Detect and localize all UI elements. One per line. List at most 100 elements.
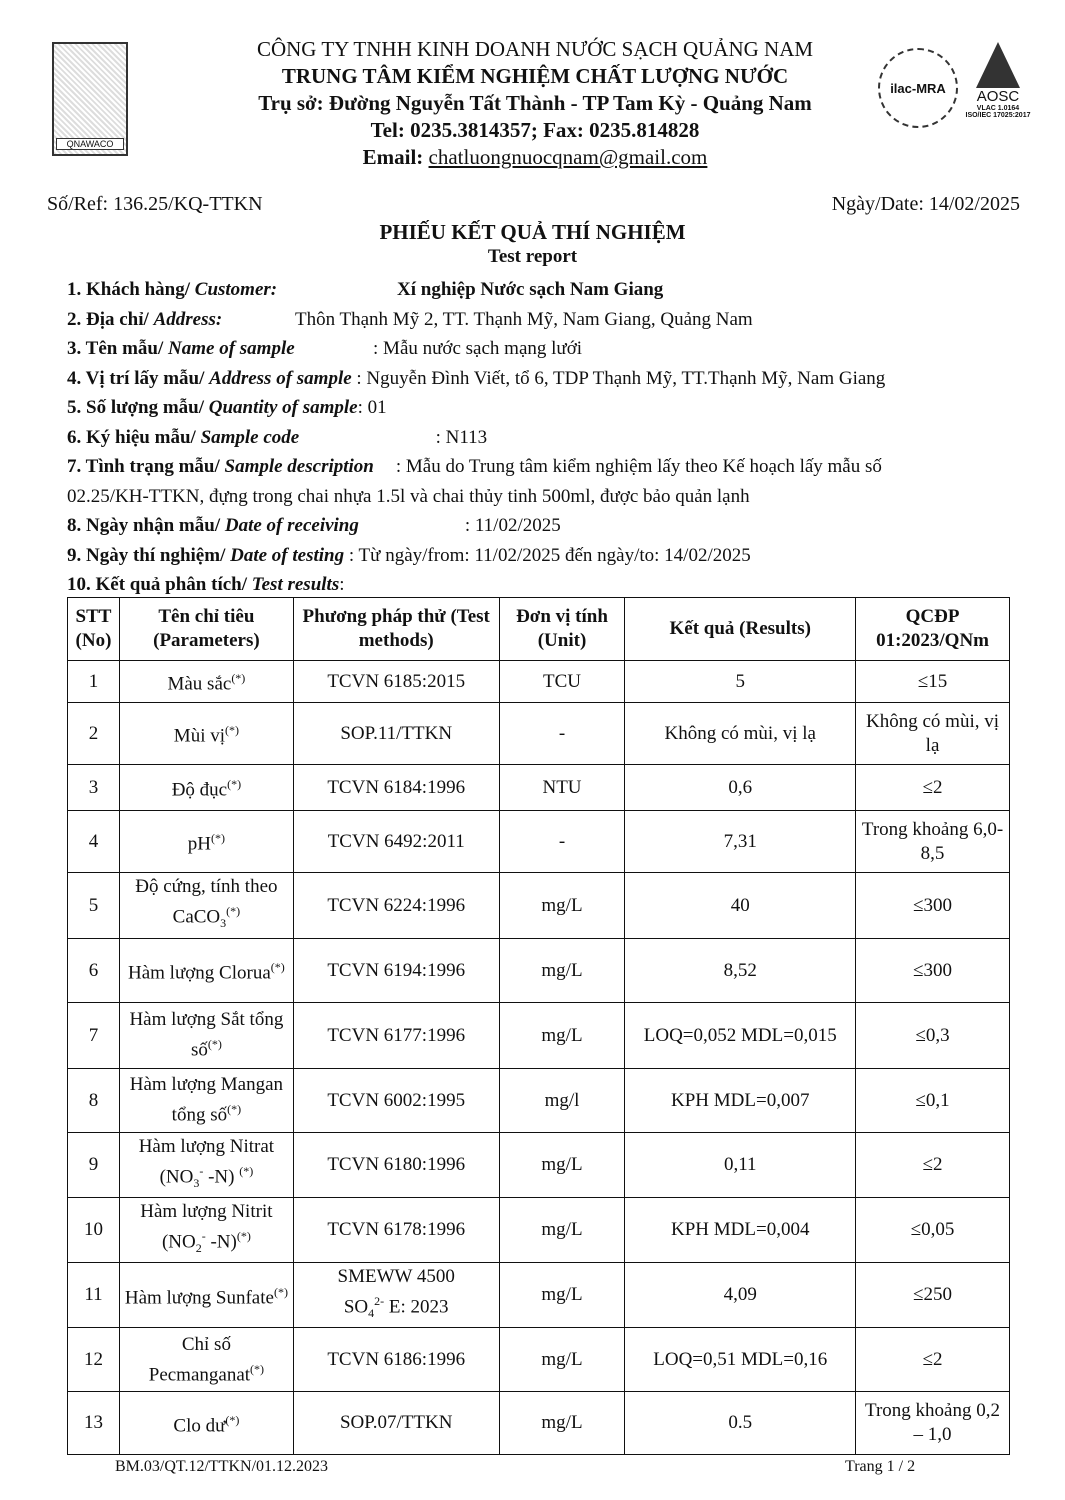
unit-cell: - [498, 702, 626, 765]
unit-cell: mg/L [498, 1131, 626, 1199]
parameter-cell: pH(*) [118, 810, 294, 873]
ref-number: Số/Ref: 136.25/KQ-TTKN [47, 193, 263, 215]
limit-cell: ≤2 [855, 1327, 1010, 1393]
parameter-cell: Chỉ số Pecmanganat(*) [118, 1327, 294, 1393]
field-line: 5. Số lượng mẫu/ Quantity of sample: 01 [67, 397, 387, 418]
field-line: 02.25/KH-TTKN, đựng trong chai nhựa 1.5l… [67, 485, 750, 507]
result-cell: 4,09 [624, 1262, 857, 1329]
parameter-cell: Clo dư(*) [118, 1391, 294, 1456]
column-header: Phương pháp thử (Test methods) [292, 597, 500, 661]
company-name: CÔNG TY TNHH KINH DOANH NƯỚC SẠCH QUẢNG … [256, 37, 814, 61]
method-cell: SMEWW 4500 SO42- E: 2023 [292, 1262, 500, 1329]
report-date: Ngày/Date: 14/02/2025 [831, 193, 1020, 215]
table-row: 2 Mùi vị(*) SOP.11/TTKN - Không có mùi, vị l… [67, 702, 1010, 765]
parameter-cell: Độ cứng, tính theo CaCO3(*) [118, 872, 294, 939]
table-row: 7 Hàm lượng Sắt tổng số(*) TCVN 6177:1996 m… [67, 1002, 1010, 1069]
unit-cell: mg/L [498, 872, 626, 939]
table-row: 6 Hàm lượng Clorua(*) TCVN 6194:1996 mg/L 8,… [67, 938, 1010, 1003]
report-subtitle: Test report [487, 246, 578, 267]
no-cell: 1 [67, 660, 120, 703]
parameter-cell: Độ đục(*) [118, 764, 294, 811]
limit-cell: ≤2 [855, 764, 1010, 811]
limit-cell: ≤300 [855, 938, 1010, 1003]
page-number: Trang 1 / 2 [845, 1458, 916, 1475]
table-row: 13 Clo dư(*) SOP.07/TTKN mg/L 0.5 Trong khoản… [67, 1391, 1010, 1456]
unit-cell: mg/L [498, 1002, 626, 1069]
aosc-logo: AOSC VLAC 1.0164 ISO/IEC 17025:2017 [958, 42, 1038, 132]
limit-cell: ≤2 [855, 1131, 1010, 1199]
parameter-cell: Hàm lượng Mangan tổng số(*) [118, 1068, 294, 1133]
table-row: 10 Hàm lượng Nitrit (NO2- -N)(*) TCVN 6178… [67, 1197, 1010, 1264]
email-line: Email: chatluongnuocqnam@gmail.com [362, 145, 708, 169]
method-cell: TCVN 6177:1996 [292, 1002, 500, 1069]
limit-cell: ≤250 [855, 1262, 1010, 1329]
table-row: 3 Độ đục(*) TCVN 6184:1996 NTU 0,6 ≤2 [67, 764, 1010, 811]
unit-cell: mg/L [498, 938, 626, 1003]
result-cell: 0,11 [624, 1131, 857, 1199]
field-line: 9. Ngày thí nghiệm/ Date of testing : Từ… [67, 544, 751, 566]
no-cell: 3 [67, 764, 120, 811]
no-cell: 10 [67, 1197, 120, 1264]
method-cell: TCVN 6002:1995 [292, 1068, 500, 1133]
result-cell: Không có mùi, vị lạ [624, 702, 857, 765]
method-cell: SOP.11/TTKN [292, 702, 500, 765]
method-cell: TCVN 6178:1996 [292, 1197, 500, 1264]
table-row: 12 Chỉ số Pecmanganat(*) TCVN 6186:1996 mg/… [67, 1327, 1010, 1393]
no-cell: 5 [67, 872, 120, 939]
results-table: STT (No) Tên chỉ tiêu (Parameters) Phương … [67, 597, 1010, 1456]
no-cell: 8 [67, 1068, 120, 1133]
parameter-cell: Hàm lượng Nitrit (NO2- -N)(*) [118, 1197, 294, 1264]
result-cell: 0,6 [624, 764, 857, 811]
limit-cell: Trong khoảng 6,0-8,5 [855, 810, 1010, 873]
report-title: PHIẾU KẾT QUẢ THÍ NGHIỆM [379, 220, 686, 244]
no-cell: 11 [67, 1262, 120, 1329]
parameter-cell: Hàm lượng Sunfate(*) [118, 1262, 294, 1329]
no-cell: 13 [67, 1391, 120, 1456]
field-line: 4. Vị trí lấy mẫu/ Address of sample : N… [67, 367, 886, 389]
result-cell: 7,31 [624, 810, 857, 873]
field-line: 3. Tên mẫu/ Name of sample: Mẫu nước sạc… [67, 338, 583, 359]
method-cell: TCVN 6180:1996 [292, 1131, 500, 1199]
parameter-cell: Hàm lượng Sắt tổng số(*) [118, 1002, 294, 1069]
ilac-mra-logo: ilac-MRA [878, 48, 958, 128]
field-line: 6. Ký hiệu mẫu/ Sample code: N113 [67, 426, 488, 448]
form-code: BM.03/QT.12/TTKN/01.12.2023 [115, 1458, 329, 1475]
center-name: TRUNG TÂM KIỂM NGHIỆM CHẤT LƯỢNG NƯỚC [281, 64, 789, 88]
unit-cell: mg/L [498, 1327, 626, 1393]
field-line: 1. Khách hàng/ Customer: Xí nghiệp Nước s… [67, 279, 664, 300]
field-line: 7. Tình trạng mẫu/ Sample description: M… [67, 456, 882, 477]
unit-cell: mg/L [498, 1262, 626, 1329]
result-cell: 5 [624, 660, 857, 703]
limit-cell: ≤0,05 [855, 1197, 1010, 1264]
result-cell: 40 [624, 872, 857, 939]
unit-cell: NTU [498, 764, 626, 811]
method-cell: TCVN 6194:1996 [292, 938, 500, 1003]
result-cell: KPH MDL=0,004 [624, 1197, 857, 1264]
tel-fax: Tel: 0235.3814357; Fax: 0235.814828 [370, 118, 700, 142]
limit-cell: ≤15 [855, 660, 1010, 703]
parameter-cell: Mùi vị(*) [118, 702, 294, 765]
method-cell: TCVN 6185:2015 [292, 660, 500, 703]
unit-cell: - [498, 810, 626, 873]
result-cell: 0.5 [624, 1391, 857, 1456]
limit-cell: ≤300 [855, 872, 1010, 939]
column-header: Đơn vị tính (Unit) [498, 597, 626, 661]
method-cell: TCVN 6184:1996 [292, 764, 500, 811]
result-cell: KPH MDL=0,007 [624, 1068, 857, 1133]
limit-cell: Trong khoảng 0,2 – 1,0 [855, 1391, 1010, 1456]
method-cell: TCVN 6492:2011 [292, 810, 500, 873]
field-line: 8. Ngày nhận mẫu/ Date of receiving: 11/… [67, 515, 561, 536]
method-cell: TCVN 6186:1996 [292, 1327, 500, 1393]
no-cell: 6 [67, 938, 120, 1003]
limit-cell: ≤0,3 [855, 1002, 1010, 1069]
no-cell: 7 [67, 1002, 120, 1069]
table-row: 4 pH(*) TCVN 6492:2011-7,31 Trong khoảng 6,… [67, 810, 1010, 873]
address: Trụ sở: Đường Nguyễn Tất Thành - TP Tam … [258, 91, 812, 115]
no-cell: 4 [67, 810, 120, 873]
email-link[interactable]: chatluongnuocqnam@gmail.com [428, 145, 708, 169]
table-header-row: STT (No) Tên chỉ tiêu (Parameters) Phương … [67, 597, 1010, 661]
unit-cell: mg/l [498, 1068, 626, 1133]
limit-cell: ≤0,1 [855, 1068, 1010, 1133]
unit-cell: mg/L [498, 1197, 626, 1264]
